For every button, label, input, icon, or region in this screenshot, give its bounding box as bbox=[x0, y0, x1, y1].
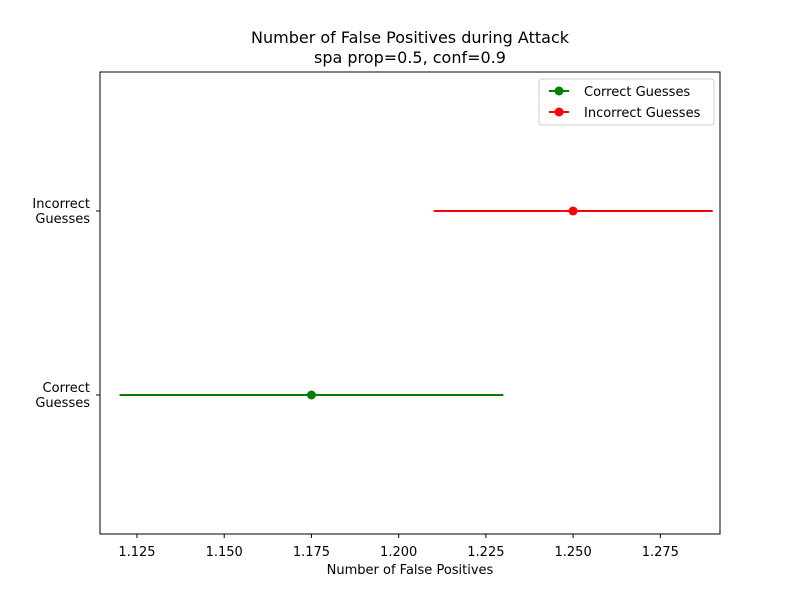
y-tick-label: Correct Guesses bbox=[35, 381, 90, 411]
chart-title: Number of False Positives during Attack bbox=[251, 28, 570, 47]
data-point bbox=[306, 390, 316, 400]
legend: Correct Guesses Incorrect Guesses bbox=[538, 78, 715, 126]
x-tick-label: 1.200 bbox=[380, 545, 417, 560]
plot-series bbox=[119, 206, 713, 400]
x-axis-ticks: 1.125 1.150 1.175 1.200 1.225 1.250 1.275 bbox=[118, 534, 679, 560]
x-tick-label: 1.175 bbox=[293, 545, 330, 560]
x-tick-label: 1.275 bbox=[642, 545, 679, 560]
x-tick-label: 1.225 bbox=[467, 545, 504, 560]
legend-box bbox=[538, 78, 715, 126]
x-tick-label: 1.125 bbox=[118, 545, 155, 560]
legend-label: Incorrect Guesses bbox=[584, 106, 701, 121]
x-tick-label: 1.250 bbox=[555, 545, 592, 560]
plot-frame bbox=[99, 71, 721, 535]
legend-marker bbox=[554, 86, 564, 96]
chart-subtitle: spa prop=0.5, conf=0.9 bbox=[314, 48, 506, 67]
y-tick-label-line: Incorrect bbox=[32, 197, 90, 212]
x-tick-label: 1.150 bbox=[206, 545, 243, 560]
x-axis-label: Number of False Positives bbox=[327, 563, 494, 578]
y-tick-label: Incorrect Guesses bbox=[32, 197, 90, 227]
y-tick-label-line: Guesses bbox=[35, 212, 90, 227]
y-tick-label-line: Correct bbox=[43, 381, 90, 396]
legend-label: Correct Guesses bbox=[584, 85, 690, 100]
legend-marker bbox=[554, 107, 564, 117]
data-point bbox=[568, 206, 578, 216]
y-tick-label-line: Guesses bbox=[35, 396, 90, 411]
